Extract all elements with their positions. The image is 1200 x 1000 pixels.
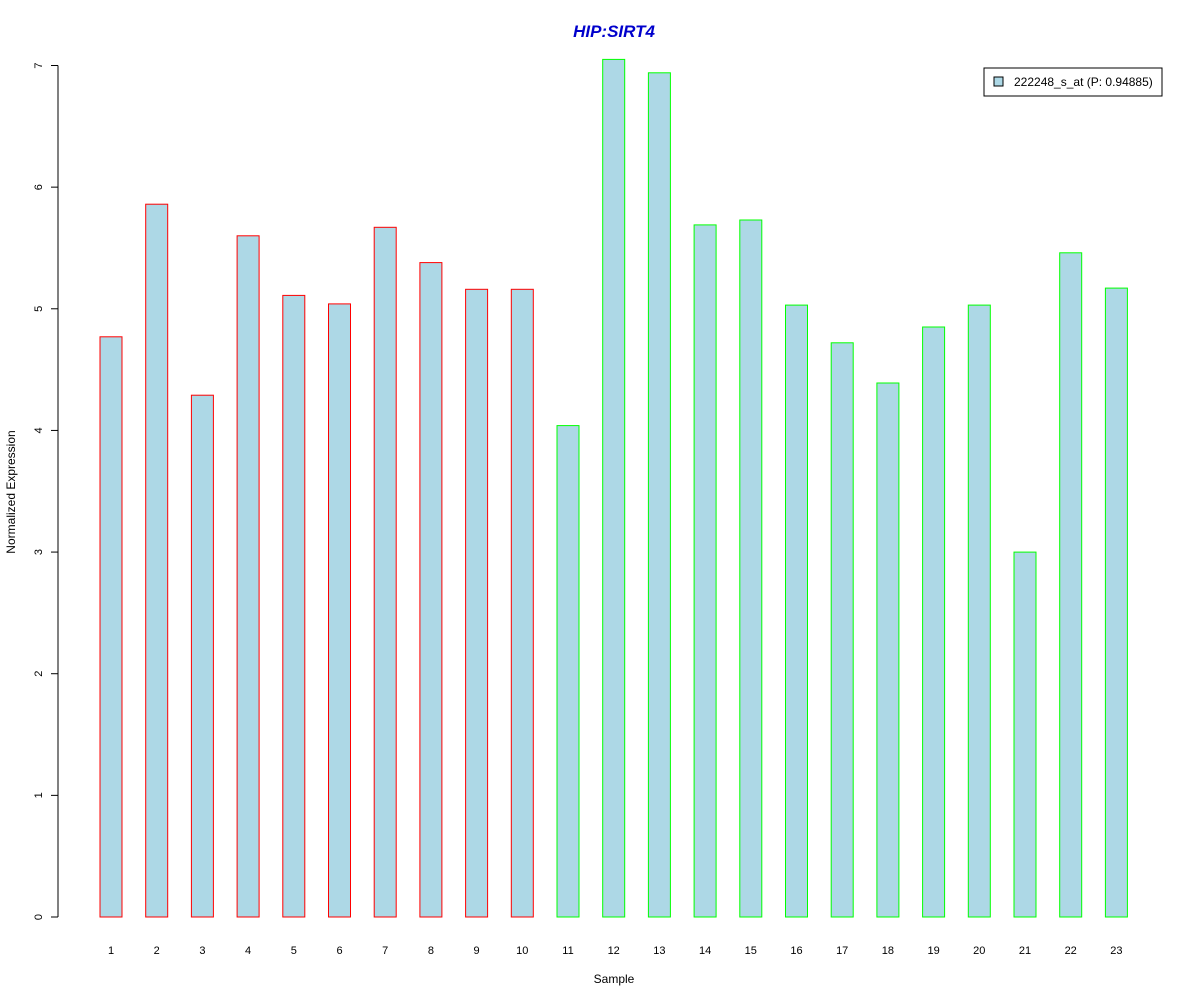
bar-sample-5 (282, 294, 306, 918)
bar-sample-3 (190, 394, 214, 918)
chart-title: HIP:SIRT4 (573, 22, 655, 41)
x-axis-title: Sample (594, 972, 635, 986)
x-tick-label: 14 (699, 945, 711, 957)
x-tick-label: 8 (428, 945, 434, 957)
bar-sample-15 (739, 219, 763, 918)
bar-sample-1 (99, 336, 123, 918)
x-tick-label: 18 (882, 945, 894, 957)
bar-sample-9 (465, 288, 489, 918)
bar-sample-7 (373, 226, 397, 918)
bar-sample-19 (922, 326, 946, 918)
y-tick-label: 0 (33, 914, 45, 920)
legend-label: 222248_s_at (P: 0.94885) (1014, 75, 1153, 89)
bar-sample-14 (693, 224, 717, 918)
x-tick-label: 10 (516, 945, 528, 957)
y-tick-label: 6 (33, 184, 45, 190)
x-tick-label: 22 (1065, 945, 1077, 957)
y-tick-label: 2 (33, 671, 45, 677)
bar-sample-23 (1104, 287, 1128, 918)
x-tick-label: 4 (245, 945, 251, 957)
bar-sample-10 (510, 288, 534, 918)
x-tick-label: 15 (745, 945, 757, 957)
bar-sample-13 (647, 72, 671, 918)
x-tick-label: 13 (653, 945, 665, 957)
y-tick-label: 7 (33, 62, 45, 68)
bar-sample-20 (967, 304, 991, 918)
x-tick-label: 3 (199, 945, 205, 957)
x-tick-label: 19 (927, 945, 939, 957)
x-tick-label: 11 (562, 945, 573, 957)
bar-sample-17 (830, 342, 854, 918)
bar-sample-11 (556, 425, 580, 918)
bar-sample-6 (328, 303, 351, 918)
x-tick-label: 7 (382, 945, 388, 957)
bar-sample-12 (602, 58, 626, 918)
bar-sample-21 (1013, 551, 1037, 918)
x-tick-label: 17 (836, 945, 848, 957)
x-tick-label: 21 (1019, 945, 1031, 957)
x-tick-label: 23 (1110, 945, 1122, 957)
x-tick-label: 16 (790, 945, 802, 957)
bar-sample-4 (236, 235, 260, 918)
bar-sample-8 (419, 262, 443, 918)
y-tick-label: 3 (33, 549, 45, 555)
bar-sample-16 (785, 304, 808, 918)
x-tick-label: 20 (973, 945, 985, 957)
x-tick-label: 9 (474, 945, 480, 957)
x-tick-labels: 1 2 3 4 5 6 7 8 9 10 11 12 13 14 15 16 17 18 19 20 21 22 23 (108, 945, 1123, 957)
bar-sample-22 (1059, 252, 1083, 918)
x-tick-label: 6 (336, 945, 342, 957)
bar-sample-18 (876, 382, 900, 918)
legend-swatch (993, 76, 1004, 87)
bar-sample-2 (145, 203, 169, 918)
x-tick-label: 5 (291, 945, 297, 957)
y-axis-title: Normalized Expression (4, 430, 18, 553)
legend: 222248_s_at (P: 0.94885) (983, 67, 1163, 97)
y-axis: 0 1 2 3 4 5 6 7 (33, 62, 59, 920)
x-tick-label: 1 (108, 945, 114, 957)
x-tick-label: 12 (608, 945, 620, 957)
x-tick-label: 2 (154, 945, 160, 957)
y-tick-label: 5 (33, 306, 45, 312)
bars (99, 58, 1128, 918)
y-tick-label: 4 (33, 427, 45, 433)
y-tick-label: 1 (33, 792, 45, 798)
legend-box (983, 67, 1163, 97)
